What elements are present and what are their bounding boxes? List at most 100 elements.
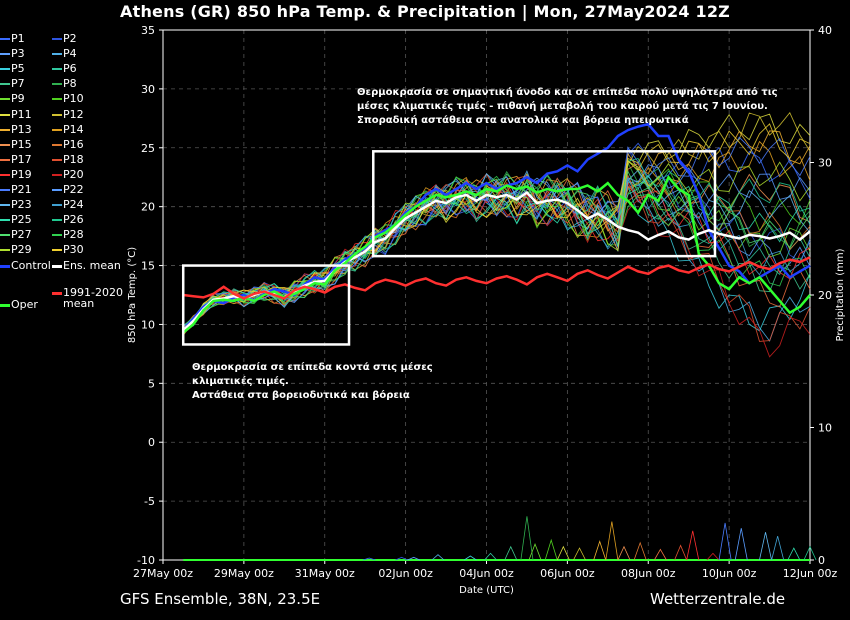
- legend-item: P24: [52, 198, 84, 211]
- precip-spike: [771, 536, 785, 561]
- legend-swatch: [0, 68, 10, 71]
- legend-label: P5: [11, 62, 25, 76]
- legend-swatch: [52, 113, 62, 116]
- legend-item: P20: [52, 168, 84, 181]
- legend-item: P29: [0, 243, 32, 256]
- y2-tick-label: 10: [818, 422, 832, 435]
- precip-spike: [803, 545, 817, 561]
- legend-label: Ens. mean: [63, 259, 121, 272]
- legend-item: P18: [52, 153, 84, 166]
- legend-label: P1: [11, 32, 25, 45]
- ensemble-member-line: [182, 169, 811, 331]
- legend-label: P22: [63, 183, 84, 196]
- precip-spike: [504, 545, 518, 561]
- site-caption: Wetterzentrale.de: [650, 590, 786, 608]
- x-tick-label: 31May 00z: [295, 567, 355, 580]
- legend-swatch: [0, 98, 10, 101]
- legend-item: P21: [0, 183, 32, 196]
- legend-swatch: [52, 173, 62, 176]
- legend-item: P3: [0, 47, 25, 60]
- legend-swatch: [0, 234, 10, 237]
- legend-swatch: [0, 158, 10, 161]
- legend-label: P7: [11, 77, 25, 91]
- annotation-upper-line: Θερμοκρασία σε σημαντική άνοδο και σε επ…: [357, 87, 778, 98]
- legend-label: P13: [11, 122, 32, 136]
- legend-item: P14: [52, 123, 84, 136]
- legend-swatch: [0, 53, 10, 56]
- model-caption: GFS Ensemble, 38N, 23.5E: [120, 590, 321, 608]
- legend-swatch: [52, 68, 62, 71]
- legend-label: 1991-2020 mean: [63, 286, 123, 310]
- precip-spike: [556, 545, 570, 561]
- y-tick-label: 10: [141, 318, 155, 331]
- legend-label: P4: [63, 47, 77, 61]
- legend-label: P29: [11, 243, 32, 257]
- annotation-upper-line: Σποραδική αστάθεια στα ανατολικά και βόρ…: [357, 115, 689, 126]
- legend-swatch: [0, 189, 10, 191]
- precip-spike: [759, 532, 772, 561]
- x-tick-label: 06Jun 00z: [540, 567, 595, 580]
- legend-item: P9: [0, 92, 25, 105]
- x-tick-label: 08Jun 00z: [621, 567, 676, 580]
- y2-tick-label: 20: [818, 289, 832, 302]
- legend-swatch: [0, 38, 10, 40]
- legend-label: P26: [63, 213, 84, 227]
- legend-item: P17: [0, 153, 32, 166]
- legend-label: P21: [11, 183, 32, 196]
- precip-spike: [633, 541, 647, 561]
- legend-item: Oper: [0, 298, 38, 311]
- ensemble-member-line: [182, 175, 811, 335]
- series-line: [182, 122, 811, 332]
- legend: P1 P2 P3 P4 P5 P6 P7 P8 P9 P10 P11 P12 P13 P14 P15 P16 P…: [0, 32, 130, 322]
- y-tick-label: 20: [141, 201, 155, 214]
- legend-label: P6: [63, 62, 77, 76]
- legend-swatch: [52, 128, 62, 131]
- ensemble-member-line: [182, 173, 811, 342]
- legend-label: P24: [63, 198, 84, 212]
- precip-spike: [464, 555, 477, 561]
- precip-spike: [617, 545, 631, 561]
- legend-swatch: [0, 204, 10, 207]
- legend-label: P30: [63, 243, 84, 257]
- legend-swatch: [0, 219, 10, 222]
- highlight-box: [181, 264, 351, 346]
- legend-label: P23: [11, 198, 32, 212]
- legend-label: P25: [11, 213, 32, 227]
- legend-item: P12: [52, 108, 84, 121]
- y-tick-label: 35: [141, 24, 155, 37]
- precip-spike: [431, 554, 445, 561]
- legend-label: Oper: [11, 298, 38, 311]
- legend-item: Control: [0, 259, 51, 272]
- legend-item: Ens. mean: [52, 259, 121, 272]
- legend-swatch: [0, 264, 10, 268]
- legend-label: P20: [63, 167, 84, 181]
- precip-spike: [734, 528, 748, 561]
- x-axis-label: Date (UTC): [459, 585, 514, 596]
- precip-spike: [787, 547, 801, 561]
- precip-spike: [653, 548, 667, 561]
- legend-item: P4: [52, 47, 77, 60]
- ensemble-member-line: [182, 164, 811, 334]
- legend-item: P7: [0, 77, 25, 90]
- precip-spike: [520, 516, 534, 561]
- legend-label: P12: [63, 107, 84, 121]
- precip-spike: [573, 547, 586, 561]
- precip-spike: [363, 557, 376, 561]
- annotation-lower-line: Θερμοκρασία σε επίπεδα κοντά στις μέσες: [192, 362, 433, 373]
- y-tick-label: 5: [148, 377, 155, 390]
- precip-spike: [706, 552, 720, 561]
- legend-label: P2: [63, 32, 77, 45]
- legend-item: P10: [52, 92, 84, 105]
- precip-spike: [593, 540, 607, 561]
- legend-label: Control: [11, 259, 51, 272]
- ensemble-member-line: [182, 160, 811, 329]
- legend-swatch: [52, 158, 62, 161]
- legend-item: P15: [0, 138, 32, 151]
- legend-swatch: [0, 128, 10, 131]
- x-tick-label: 29May 00z: [214, 567, 274, 580]
- legend-swatch: [52, 264, 62, 268]
- legend-item: P22: [52, 183, 84, 196]
- legend-item: 1991-2020 mean: [52, 287, 125, 309]
- legend-item: P6: [52, 62, 77, 75]
- y2-axis-label: Precipitation (mm): [835, 248, 846, 341]
